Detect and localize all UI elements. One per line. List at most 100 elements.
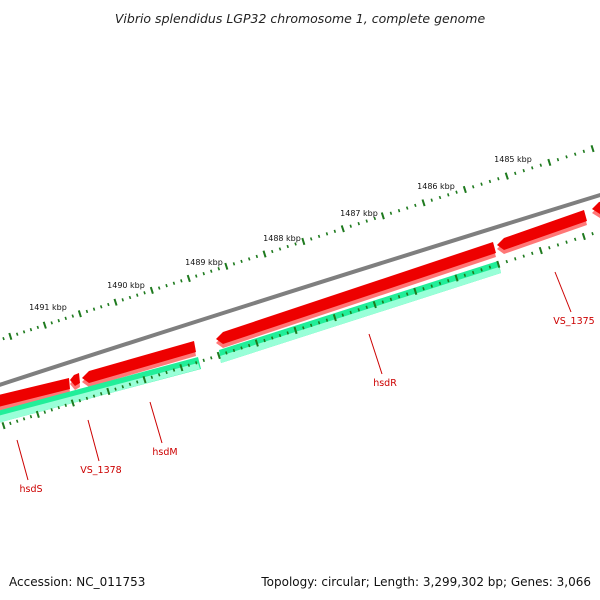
outer-tick-minor: [29, 327, 33, 332]
inner-tick-minor: [480, 268, 483, 272]
inner-tick-minor: [43, 410, 47, 414]
inner-tick-minor: [136, 380, 139, 384]
gene-label-hsds: hsdS: [19, 484, 42, 495]
inner-tick-minor: [157, 373, 161, 377]
kbp-label-1490: 1490 kbp: [107, 281, 145, 290]
inner-tick-minor: [317, 321, 321, 325]
inner-tick-major: [538, 246, 543, 255]
outer-tick-major: [421, 199, 426, 207]
inner-tick-minor: [405, 292, 409, 296]
inner-tick-minor: [128, 382, 132, 387]
outer-tick-minor: [172, 281, 176, 285]
kbp-labels: 1485 kbp 1486 kbp 1487 kbp 1488 kbp 1489…: [29, 155, 532, 312]
outer-tick-minor: [333, 229, 337, 233]
outer-tick-minor: [405, 206, 409, 210]
outer-tick-minor: [438, 195, 442, 200]
inner-tick-minor: [232, 348, 236, 353]
inner-tick-minor: [514, 257, 517, 261]
inner-tick-minor: [114, 387, 117, 391]
outer-tick-major: [262, 250, 267, 258]
outer-tick-minor: [180, 279, 183, 283]
leader-vs-1378: [87, 419, 100, 462]
inner-tick-minor: [99, 392, 103, 396]
outer-ticks: [2, 144, 595, 341]
outer-tick-minor: [232, 262, 236, 266]
inner-tick-minor: [505, 259, 509, 264]
leader-hsdm: [149, 401, 163, 444]
outer-tick-minor: [157, 286, 161, 290]
outer-tick-minor: [455, 190, 458, 194]
outer-tick-minor: [317, 234, 321, 239]
outer-tick-major: [547, 158, 552, 167]
inner-tick-minor: [430, 284, 433, 288]
outer-tick-major: [149, 286, 154, 295]
inner-tick-minor: [187, 363, 191, 367]
gene-green-2-highlight: [220, 267, 501, 363]
outer-tick-minor: [195, 274, 198, 278]
inner-tick-minor: [573, 237, 577, 242]
chromosome-backbone: [0, 192, 600, 387]
map-title: Vibrio splendidus LGP32 chromosome 1, co…: [115, 11, 486, 26]
outer-tick-minor: [349, 224, 352, 228]
outer-tick-minor: [309, 237, 313, 241]
outer-tick-minor: [294, 242, 297, 246]
leader-hsds: [16, 439, 29, 481]
gene-hsdr: [216, 242, 496, 344]
inner-tick-minor: [247, 343, 251, 348]
inner-tick-minor: [57, 405, 60, 410]
kbp-label-1488: 1488 kbp: [263, 234, 301, 243]
outer-tick-minor: [247, 257, 251, 261]
inner-tick-major: [413, 287, 418, 296]
inner-tick-minor: [78, 399, 82, 403]
inner-tick-minor: [195, 361, 198, 365]
outer-tick-major: [340, 225, 345, 233]
outer-tick-minor: [15, 332, 19, 336]
outer-tick-minor: [71, 314, 75, 318]
outer-tick-minor: [357, 221, 360, 226]
gene-label-hsdr: hsdR: [373, 378, 397, 389]
inner-tick-minor: [556, 243, 560, 247]
inner-tick-minor: [15, 419, 19, 423]
outer-tick-minor: [50, 321, 53, 325]
inner-tick-major: [454, 274, 459, 282]
outer-tick-minor: [514, 171, 517, 176]
genome-summary-text: Topology: circular; Length: 3,299,302 bp…: [260, 575, 591, 589]
outer-tick-major: [77, 310, 82, 318]
outer-tick-minor: [480, 182, 483, 186]
outer-tick-minor: [325, 232, 329, 236]
inner-tick-minor: [50, 408, 53, 412]
inner-tick-minor: [397, 295, 401, 299]
inner-tick-major: [106, 387, 111, 396]
gene-next: [592, 201, 600, 214]
kbp-label-1487: 1487 kbp: [340, 209, 378, 218]
outer-tick-major: [113, 298, 118, 306]
inner-tick-minor: [22, 417, 26, 421]
inner-tick-minor: [381, 300, 385, 304]
outer-tick-minor: [121, 298, 124, 302]
outer-tick-minor: [22, 330, 26, 334]
outer-tick-minor: [497, 177, 500, 181]
inner-tick-major: [179, 364, 184, 372]
outer-tick-minor: [488, 179, 492, 184]
inner-tick-minor: [64, 403, 67, 407]
inner-tick-row: [1, 232, 594, 430]
inner-tick-minor: [365, 305, 368, 309]
inner-tick-minor: [389, 297, 393, 302]
inner-tick-minor: [278, 333, 282, 338]
inner-tick-major: [332, 314, 337, 322]
kbp-label-1486: 1486 kbp: [417, 182, 455, 191]
outer-tick-minor: [373, 216, 377, 221]
gene-leaders: [16, 271, 572, 481]
inner-tick-major: [254, 339, 259, 347]
inner-tick-minor: [422, 287, 425, 291]
gene-label-hsdm: hsdM: [152, 447, 177, 458]
outer-tick-minor: [471, 185, 475, 189]
inner-tick-minor: [150, 375, 154, 379]
outer-tick-minor: [2, 336, 5, 341]
outer-tick-minor: [531, 166, 534, 170]
inner-tick-minor: [9, 421, 12, 426]
inner-tick-minor: [341, 313, 345, 317]
inner-tick-minor: [240, 346, 243, 350]
outer-tick-minor: [136, 293, 139, 297]
inner-tick-minor: [172, 368, 176, 372]
